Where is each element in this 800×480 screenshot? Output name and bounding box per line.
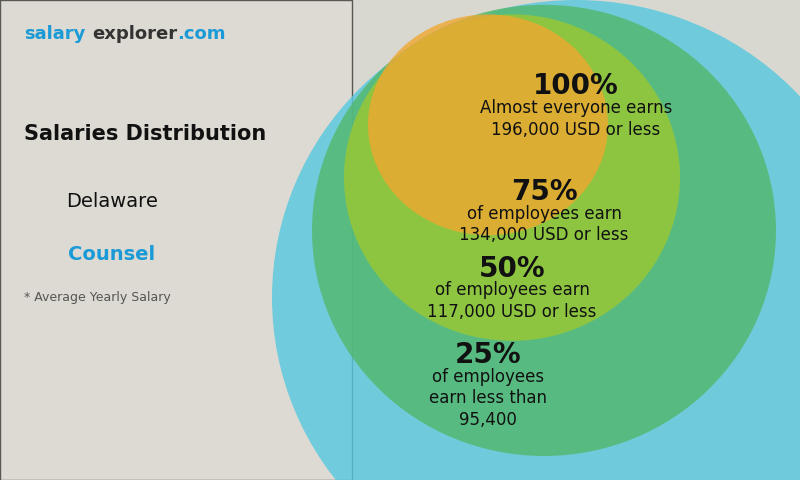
Ellipse shape: [272, 0, 800, 480]
Text: of employees: of employees: [432, 368, 544, 386]
Text: Delaware: Delaware: [66, 192, 158, 211]
Text: of employees earn: of employees earn: [434, 281, 590, 300]
Text: 25%: 25%: [454, 341, 522, 369]
Text: Almost everyone earns: Almost everyone earns: [480, 99, 672, 117]
Text: 75%: 75%: [510, 178, 578, 206]
Text: 95,400: 95,400: [459, 411, 517, 429]
Text: 117,000 USD or less: 117,000 USD or less: [427, 303, 597, 321]
Text: Counsel: Counsel: [69, 245, 155, 264]
Ellipse shape: [312, 5, 776, 456]
Text: Salaries Distribution: Salaries Distribution: [24, 124, 266, 144]
Text: 100%: 100%: [533, 72, 619, 100]
Text: earn less than: earn less than: [429, 389, 547, 408]
Text: of employees earn: of employees earn: [466, 204, 622, 223]
FancyBboxPatch shape: [0, 0, 352, 480]
Ellipse shape: [344, 14, 680, 341]
Text: * Average Yearly Salary: * Average Yearly Salary: [24, 291, 170, 304]
Text: explorer: explorer: [92, 24, 177, 43]
Text: .com: .com: [178, 24, 226, 43]
Text: 196,000 USD or less: 196,000 USD or less: [491, 120, 661, 139]
Text: 50%: 50%: [478, 255, 546, 283]
Text: salary: salary: [24, 24, 86, 43]
Text: 134,000 USD or less: 134,000 USD or less: [459, 226, 629, 244]
Ellipse shape: [368, 14, 608, 235]
